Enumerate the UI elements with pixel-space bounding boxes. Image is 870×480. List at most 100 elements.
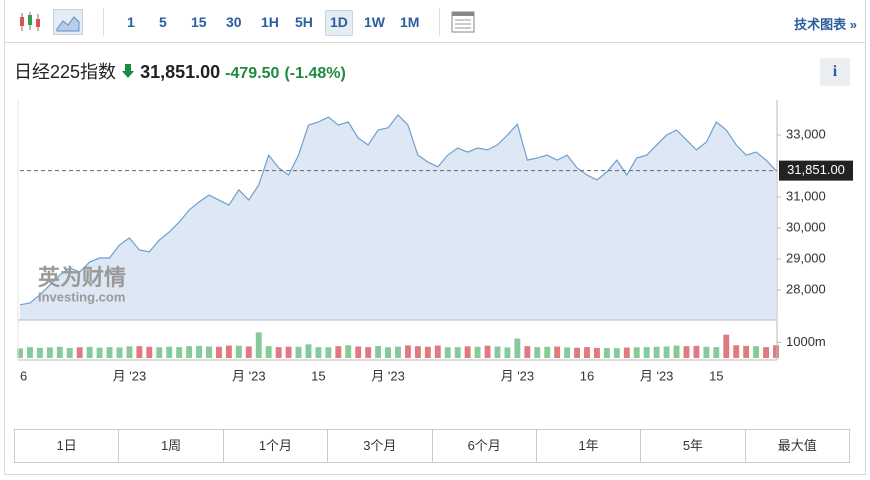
table-icon[interactable] — [451, 11, 475, 33]
volume-bar — [245, 346, 252, 358]
volume-bar — [235, 345, 242, 358]
interval-button[interactable]: 1M — [400, 14, 420, 30]
volume-bar — [544, 346, 551, 358]
volume-bar — [484, 345, 491, 358]
volume-bar — [424, 346, 431, 358]
down-arrow — [122, 64, 135, 78]
volume-bar — [763, 347, 769, 358]
volume-bar — [27, 347, 33, 358]
volume-bar — [17, 348, 23, 358]
price-line — [19, 113, 777, 306]
range-button[interactable]: 3个月 — [327, 430, 431, 462]
volume-bar — [434, 345, 441, 358]
x-tick-label: 16 — [580, 368, 594, 383]
y-tick-label: 31,000 — [786, 188, 826, 203]
volume-bar — [603, 348, 610, 358]
volume-bar — [574, 347, 580, 358]
volume-bar — [713, 347, 720, 358]
volume-bar — [315, 347, 322, 358]
volume-bar — [733, 345, 740, 358]
volume-bar — [474, 346, 481, 358]
volume-bar — [703, 346, 710, 358]
interval-button[interactable]: 5 — [159, 14, 167, 30]
range-button[interactable]: 6个月 — [431, 430, 536, 462]
volume-bar — [723, 334, 730, 358]
interval-button[interactable]: 5H — [295, 14, 313, 30]
volume-bar — [633, 347, 640, 358]
volume-bar — [673, 345, 680, 358]
last-price-box — [779, 160, 853, 181]
candle-icon[interactable] — [17, 10, 43, 34]
interval-button[interactable]: 1W — [364, 14, 385, 30]
price-area — [20, 114, 776, 321]
range-button[interactable]: 1日 — [56, 438, 77, 453]
range-button[interactable]: 1周 — [118, 430, 222, 462]
range-button[interactable]: 最大值 — [744, 430, 849, 462]
x-tick-label: 月 '23 — [371, 368, 405, 383]
volume-bar — [613, 348, 620, 358]
chart: 英为财情 Investing.com 28,000 29,000 30,000 31,… — [17, 100, 853, 383]
volume-bar — [743, 345, 750, 358]
interval-button[interactable]: 1D — [325, 10, 353, 36]
volume-bar — [136, 346, 143, 358]
x-tick-label: 15 — [311, 368, 325, 383]
volume-bar — [355, 346, 362, 358]
interval-button[interactable]: 1 — [127, 14, 135, 30]
y-tick-label: 28,000 — [786, 281, 826, 296]
volume-bar — [504, 347, 511, 358]
volume-bar — [295, 346, 302, 358]
volume-bar — [96, 347, 103, 358]
volume-bar — [176, 347, 183, 358]
volume-bar — [255, 332, 262, 358]
x-tick-label: 6 — [20, 368, 27, 383]
volume-bar — [623, 347, 630, 358]
y-tick-label: 29,000 — [786, 250, 826, 265]
volume-bar — [86, 346, 93, 358]
range-button[interactable]: 1个月 — [222, 430, 327, 462]
volume-bar — [146, 346, 153, 358]
volume-bar — [196, 345, 202, 358]
volume-bar — [693, 345, 700, 358]
volume-bar — [385, 347, 391, 358]
x-tick-label: 月 '23 — [501, 368, 535, 383]
tech-chart-link[interactable]: 技术图表 » — [794, 17, 857, 32]
volume-bar — [564, 347, 571, 358]
volume-bar — [325, 347, 332, 358]
volume-bar — [524, 346, 531, 358]
change-pct: (-1.48%) — [284, 65, 346, 82]
index-name: 日经225指数 — [14, 62, 117, 82]
volume-bar — [683, 346, 690, 358]
volume-bar — [753, 346, 760, 358]
interval-button[interactable]: 15 — [191, 14, 207, 30]
volume-bar — [46, 347, 53, 358]
x-tick-label: 15 — [709, 368, 723, 383]
volume-bar — [66, 348, 73, 358]
range-button[interactable]: 1年 — [535, 430, 640, 462]
quote-header: 日经225指数 31,851.00 -479.50 (-1.48%) — [14, 58, 346, 84]
interval-button[interactable]: 1H — [261, 14, 279, 30]
volume-bar — [56, 346, 63, 358]
volume-bar — [156, 347, 163, 358]
last-price-label: 31,851.00 — [787, 162, 845, 177]
interval-button[interactable]: 30 — [226, 14, 242, 30]
watermark-en: Investing.com — [38, 289, 125, 304]
volume-bar — [216, 346, 222, 358]
y2-tick-label: 1000m — [786, 334, 826, 349]
range-button[interactable]: 5年 — [640, 430, 744, 462]
y-tick-label: 33,000 — [786, 126, 826, 141]
volume-bar — [186, 346, 193, 358]
volume-bar — [643, 347, 650, 358]
volume-bar — [116, 347, 123, 358]
volume-bar — [663, 346, 670, 358]
area-icon[interactable] — [53, 9, 83, 35]
plot-layer — [17, 113, 779, 358]
separator — [439, 8, 440, 36]
info-button[interactable]: i — [820, 58, 850, 86]
volume-bar — [494, 346, 501, 358]
volume-bar — [335, 346, 342, 358]
x-tick-label: 月 '23 — [640, 368, 674, 383]
volume-bar — [106, 347, 113, 358]
volume-bar — [166, 346, 173, 358]
volume-bar — [534, 347, 541, 358]
volume-bar — [454, 347, 461, 358]
